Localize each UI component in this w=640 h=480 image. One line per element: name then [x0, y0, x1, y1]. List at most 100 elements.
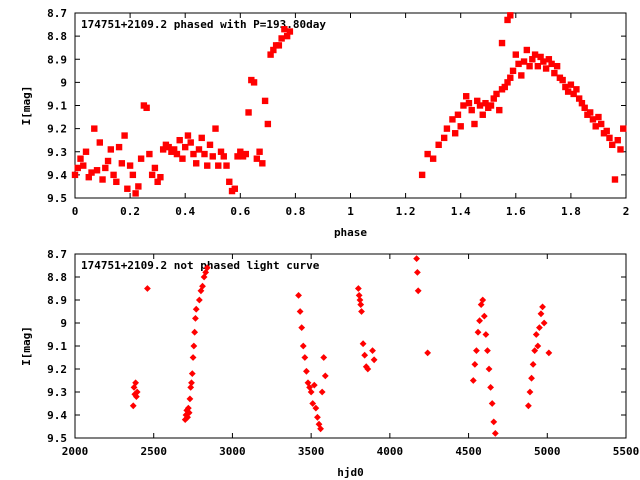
unphased-data-point [320, 354, 328, 361]
unphased-data-point [487, 384, 495, 391]
phased-data-point [113, 178, 120, 186]
unphased-data-point [307, 388, 315, 396]
unphased-data-point [295, 292, 302, 299]
phased-data-point [121, 132, 128, 139]
unphased-data-point [414, 269, 421, 276]
unphased-data-point [413, 255, 421, 262]
phased-data-point [85, 173, 92, 181]
phased-xtick-label: 0.8 [285, 205, 305, 218]
unphased-data-point [318, 388, 326, 396]
phased-data-point [82, 148, 90, 155]
phased-data-point [493, 90, 500, 98]
phased-data-point [471, 120, 478, 128]
phased-data-point [159, 146, 167, 153]
unphased-data-point [424, 349, 432, 357]
phased-xtick-label: 2 [623, 205, 630, 218]
unphased-x-axis-label: hjd0 [337, 466, 364, 479]
unphased-data-point [192, 315, 199, 322]
unphased-data-point [309, 400, 317, 407]
phased-data-point [440, 134, 448, 142]
unphased-data-point [476, 317, 483, 325]
phased-xtick-label: 1.6 [506, 205, 526, 218]
phased-ytick-label: 9.3 [47, 146, 67, 159]
phased-data-point [586, 109, 594, 116]
phased-data-point [201, 150, 208, 158]
unphased-ytick-label: 8.8 [47, 271, 67, 284]
unphased-data-point [312, 404, 320, 412]
phased-data-point [598, 120, 605, 128]
unphased-data-point [133, 388, 141, 396]
phased-data-point [504, 16, 511, 24]
phased-data-point [80, 162, 87, 169]
phased-y-axis-label: I[mag] [20, 86, 33, 126]
unphased-xtick-label: 5500 [613, 445, 640, 458]
phased-data-point [463, 93, 470, 100]
unphased-xtick-label: 2000 [62, 445, 89, 458]
unphased-data-point [531, 347, 539, 354]
phased-data-point [99, 176, 106, 183]
phased-light-curve-plot: 0 0.2 0.4 0.6 0.8 1 1.2 1.4 1.6 1.8 2 8.7 8.8 8.9 9 9.1… [20, 7, 629, 239]
phased-data-point [562, 83, 569, 91]
phased-data-point [184, 132, 192, 139]
phased-data-point [126, 162, 134, 169]
unphased-data-point [354, 285, 362, 292]
phased-data-point [154, 178, 161, 186]
phased-data-point [534, 62, 542, 70]
phased-data-point [77, 155, 84, 162]
phased-ytick-label: 9.4 [47, 169, 67, 182]
unphased-xtick-label: 3500 [298, 445, 325, 458]
phased-data-point [595, 113, 602, 121]
phased-data-point [520, 58, 528, 65]
phased-data-point [564, 88, 572, 95]
unphased-ytick-label: 8.9 [47, 294, 67, 307]
unphased-xtick-label: 4500 [455, 445, 482, 458]
phased-xtick-label: 0.6 [230, 205, 250, 218]
phased-data-point [93, 167, 101, 174]
phased-data-point [551, 69, 558, 77]
phased-data-point [148, 171, 156, 179]
phased-data-point [212, 125, 219, 132]
unphased-data-point [528, 374, 535, 382]
unphased-y-axis-label: I[mag] [20, 326, 33, 366]
unphased-data-point [303, 367, 310, 375]
unphased-ytick-label: 9 [60, 317, 67, 330]
phased-data-point [553, 62, 561, 70]
unphased-data-point [187, 384, 195, 391]
unphased-xtick-label: 3000 [219, 445, 246, 458]
unphased-data-point [482, 331, 490, 338]
phased-data-point [215, 162, 222, 169]
phased-data-point [143, 104, 150, 112]
phased-data-point [482, 99, 489, 107]
unphased-plot-title: 174751+2109.2 not phased light curve [81, 259, 320, 272]
unphased-data-point [479, 296, 487, 304]
unphased-ytick-label: 9.2 [47, 363, 67, 376]
phased-data-point [157, 173, 164, 181]
unphased-ytick-label: 9.4 [47, 409, 67, 422]
phased-data-point [190, 150, 197, 158]
phased-xtick-label: 1.8 [561, 205, 581, 218]
phased-data-point [91, 125, 98, 132]
unphased-data-point [525, 402, 532, 410]
phased-data-point [256, 148, 263, 155]
phased-data-point [242, 150, 250, 158]
unphased-ytick-label: 8.7 [47, 248, 67, 261]
phased-data-point [526, 62, 533, 70]
unphased-data-point [473, 347, 480, 354]
phased-data-point [581, 104, 588, 112]
phased-x-axis-label: phase [334, 226, 367, 239]
phased-data-point [460, 102, 467, 109]
phased-data-point [487, 102, 495, 109]
phased-data-point [253, 155, 261, 162]
phased-data-point [592, 123, 599, 130]
phased-ytick-label: 9.5 [47, 192, 67, 205]
unphased-xtick-label: 5000 [534, 445, 561, 458]
unphased-data-point [357, 301, 365, 308]
phased-data-point [454, 111, 462, 118]
phased-data-point [182, 143, 189, 151]
phased-data-point [435, 141, 442, 149]
phased-data-point [237, 148, 244, 155]
phased-data-point [173, 150, 181, 158]
phased-data-point [529, 56, 536, 63]
phased-data-point [496, 106, 503, 114]
phased-data-point [209, 153, 216, 160]
